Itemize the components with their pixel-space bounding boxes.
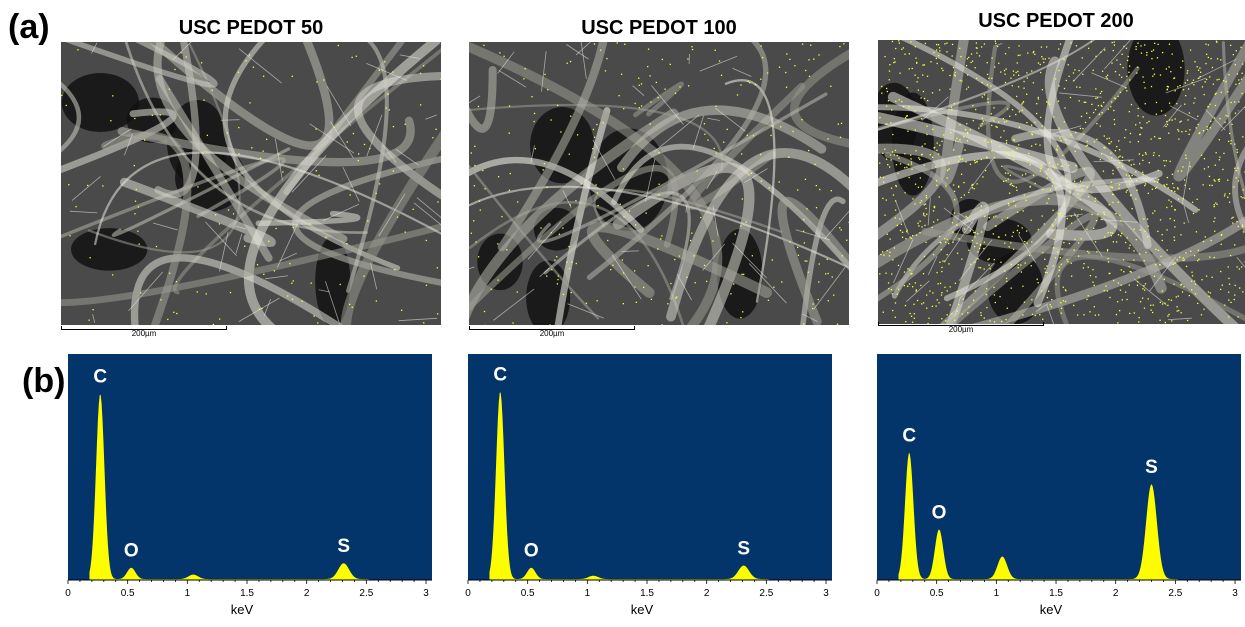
peak-label-s: S bbox=[337, 536, 350, 557]
x-axis-label: keV bbox=[1040, 602, 1063, 617]
x-tick-label: 0 bbox=[65, 588, 71, 599]
x-tick-label: 0.5 bbox=[930, 588, 944, 599]
x-tick-label: 3 bbox=[423, 588, 429, 599]
plot-background bbox=[68, 354, 432, 580]
plot-background bbox=[877, 354, 1241, 580]
scale-bar-label: 200µm bbox=[539, 329, 565, 338]
sem-title-200: USC PEDOT 200 bbox=[978, 10, 1134, 32]
peak-label-c: C bbox=[93, 367, 107, 388]
x-tick-label: 3 bbox=[1232, 588, 1238, 599]
plot-background bbox=[468, 354, 832, 580]
eds-spectrum-100: C O S 0 0.5 1 1.5 2 2.5 3 keV bbox=[465, 354, 832, 617]
peak-label-s: S bbox=[1145, 457, 1158, 478]
x-tick-label: 0 bbox=[874, 588, 880, 599]
scale-bar-100: 200µm bbox=[469, 326, 635, 338]
x-tick-label: 0.5 bbox=[521, 588, 535, 599]
peak-label-o: O bbox=[932, 502, 947, 523]
eds-spectrum-50: C O S 0 0.5 1 1.5 2 2.5 3 keV bbox=[65, 354, 432, 617]
x-tick-label: 1 bbox=[994, 588, 1000, 599]
sem-image-200 bbox=[878, 40, 1245, 324]
panel-label-a: (a) bbox=[8, 8, 50, 46]
x-tick-label: 2 bbox=[704, 588, 710, 599]
x-tick-label: 2.5 bbox=[1168, 588, 1182, 599]
peak-label-o: O bbox=[524, 541, 539, 562]
scale-bar-50: 200µm bbox=[61, 326, 227, 338]
peak-label-o: O bbox=[124, 541, 139, 562]
scale-bar-label: 200µm bbox=[948, 325, 974, 334]
panel-label-b: (b) bbox=[22, 362, 66, 400]
sem-title-50: USC PEDOT 50 bbox=[178, 17, 324, 39]
x-tick-label: 1 bbox=[185, 588, 191, 599]
scale-bar-200: 200µm bbox=[878, 322, 1044, 334]
sem-image-50 bbox=[61, 42, 441, 325]
sem-image-100 bbox=[469, 42, 849, 325]
x-tick-label: 2.5 bbox=[759, 588, 773, 599]
x-tick-label: 2 bbox=[304, 588, 310, 599]
scale-bar-label: 200µm bbox=[131, 329, 157, 338]
x-axis-label: keV bbox=[231, 602, 254, 617]
x-tick-label: 1.5 bbox=[240, 588, 254, 599]
peak-label-c: C bbox=[493, 364, 507, 385]
x-tick-label: 2 bbox=[1113, 588, 1119, 599]
x-tick-label: 0.5 bbox=[121, 588, 135, 599]
x-tick-label: 1.5 bbox=[640, 588, 654, 599]
x-tick-label: 2.5 bbox=[359, 588, 373, 599]
eds-spectrum-200: C O S 0 0.5 1 1.5 2 2.5 3 keV bbox=[874, 354, 1241, 617]
x-tick-label: 1.5 bbox=[1049, 588, 1063, 599]
x-tick-label: 3 bbox=[823, 588, 829, 599]
x-tick-label: 1 bbox=[585, 588, 591, 599]
x-axis-label: keV bbox=[631, 602, 654, 617]
peak-label-c: C bbox=[902, 425, 916, 446]
peak-label-s: S bbox=[737, 538, 750, 559]
sem-title-100: USC PEDOT 100 bbox=[581, 17, 737, 39]
spectrum-series bbox=[898, 453, 1178, 580]
x-tick-label: 0 bbox=[465, 588, 471, 599]
